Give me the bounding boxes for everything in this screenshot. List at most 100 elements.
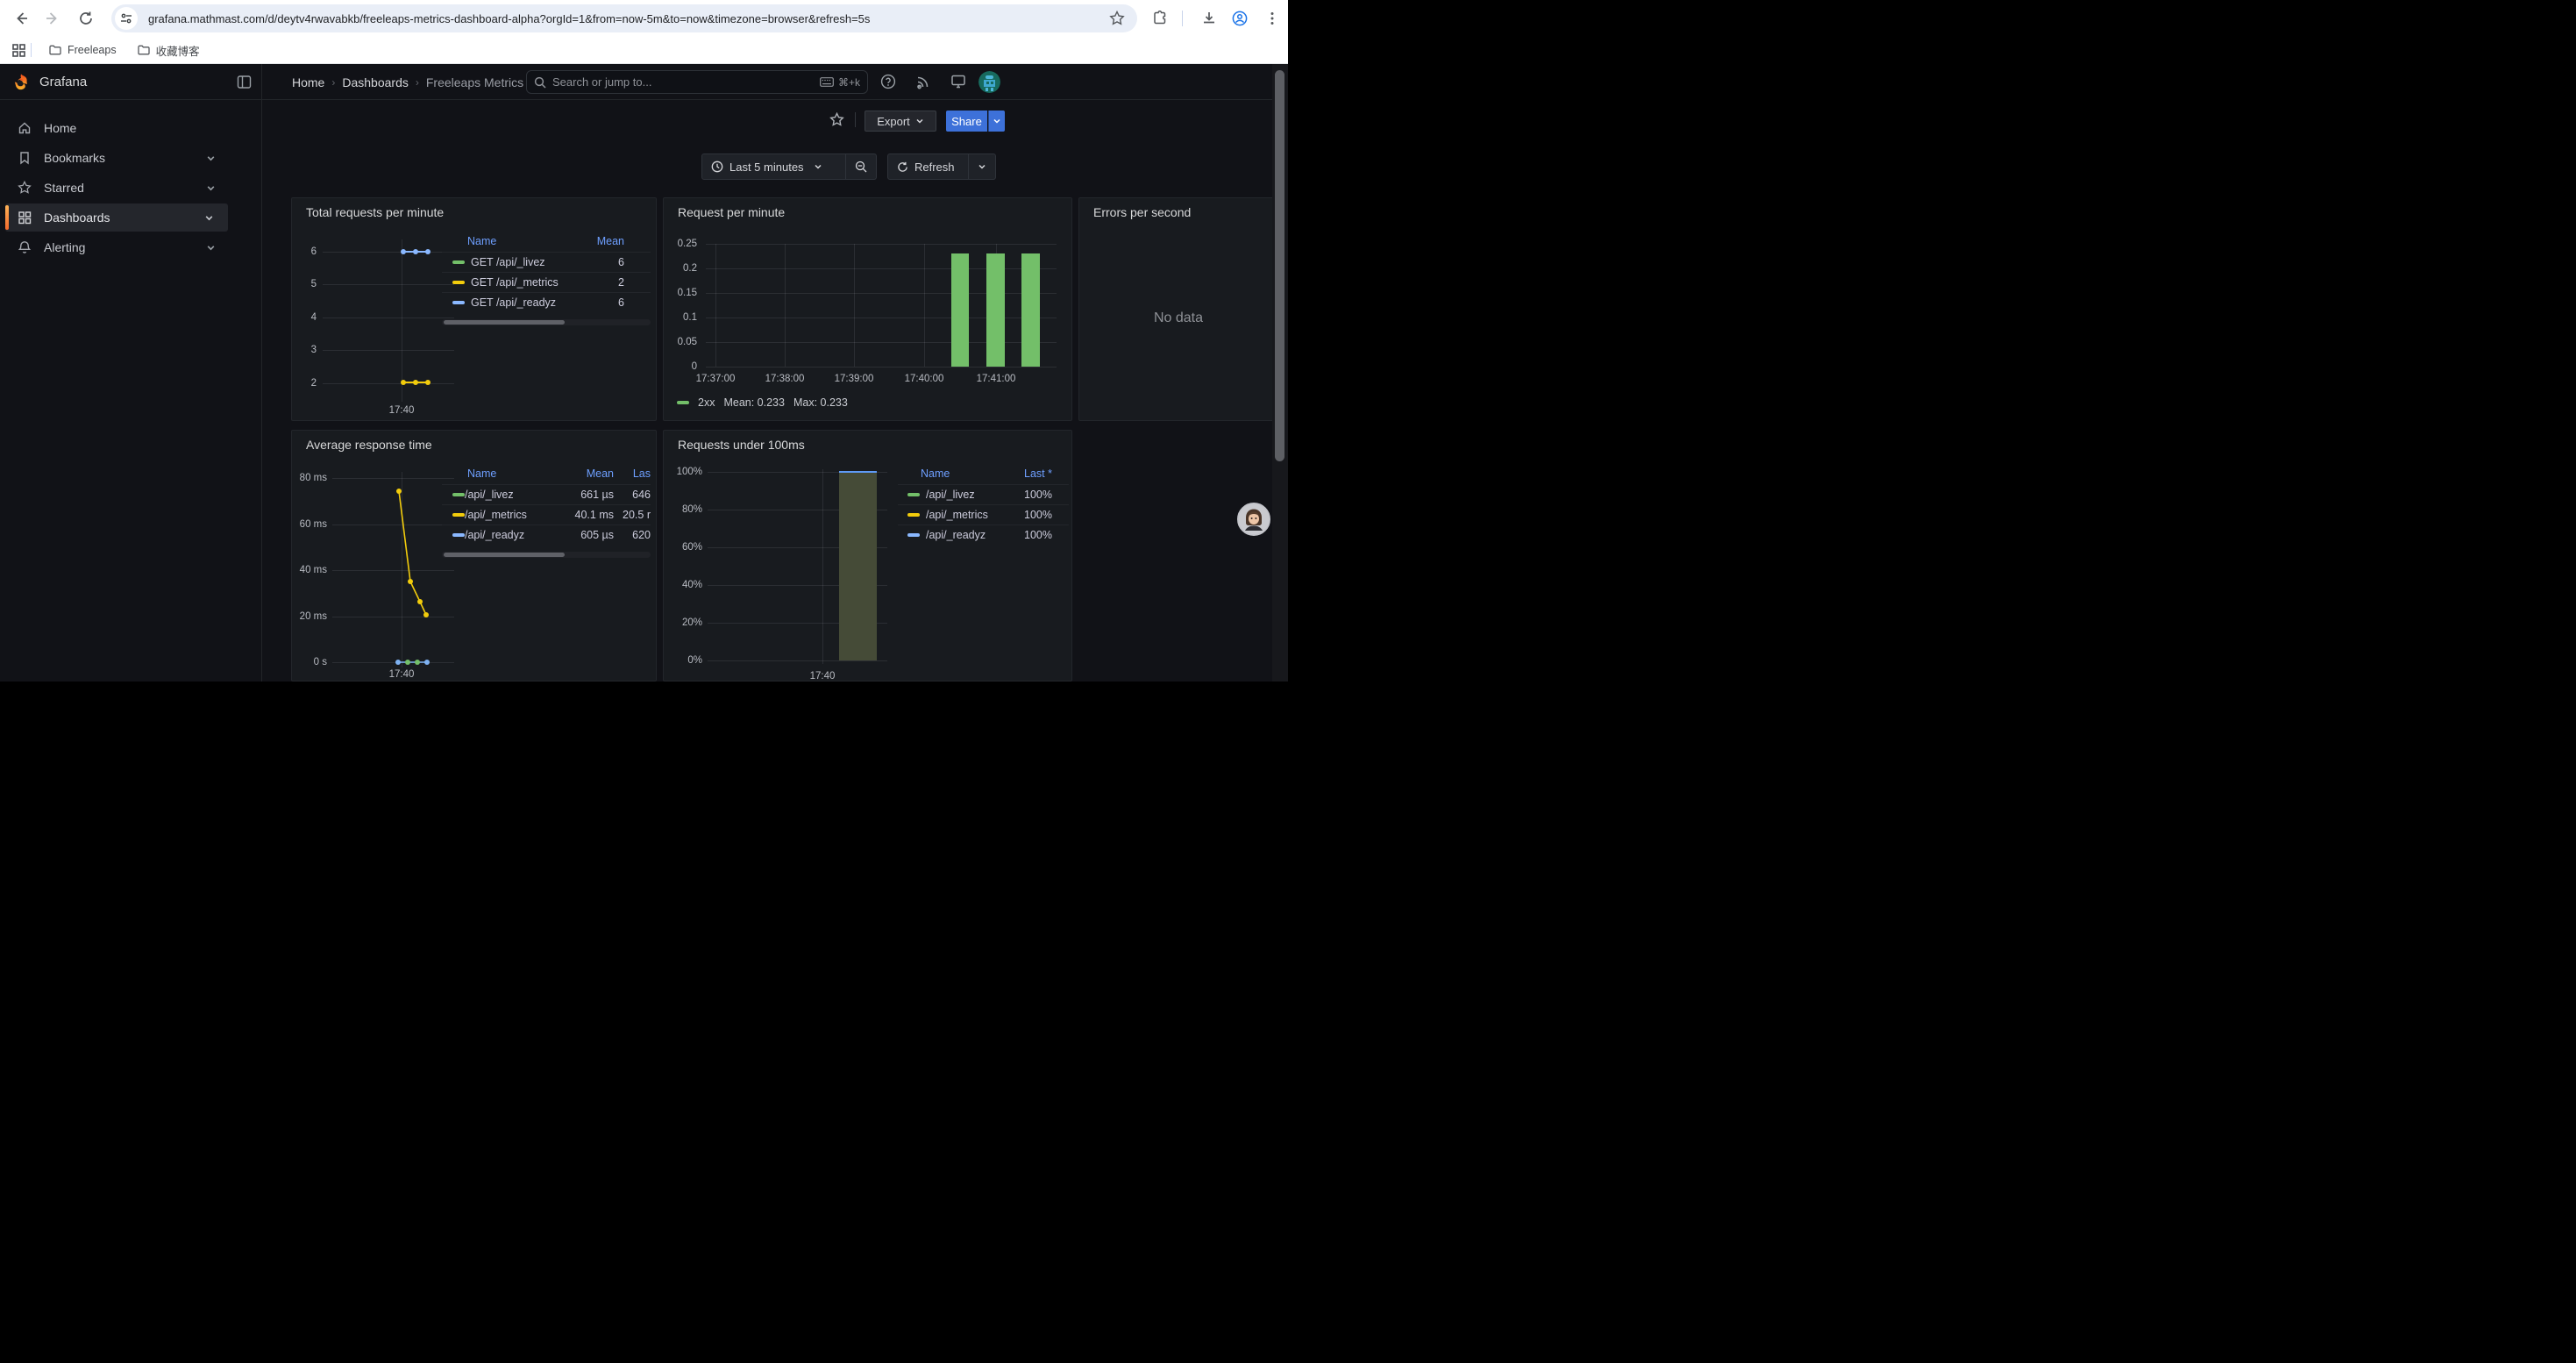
- panel-title[interactable]: Request per minute: [678, 205, 785, 219]
- legend-header-last[interactable]: Las: [614, 467, 651, 480]
- bookmark-star-icon[interactable]: [1109, 11, 1125, 26]
- series-color-pill[interactable]: [907, 533, 920, 537]
- series-mean: 2: [618, 276, 624, 289]
- legend-row[interactable]: /api/_metrics 40.1 ms 20.5 r: [442, 504, 651, 525]
- legend-header-mean[interactable]: Mean: [597, 235, 624, 247]
- series-last: 100%: [1024, 509, 1052, 521]
- legend-header-mean[interactable]: Mean: [558, 467, 614, 480]
- series-name[interactable]: /api/_livez: [926, 489, 1024, 501]
- bar-under-100ms[interactable]: [839, 473, 877, 660]
- apps-grid-icon[interactable]: [12, 44, 25, 57]
- legend-header-name[interactable]: Name: [921, 467, 950, 480]
- gridline-vertical: [822, 469, 823, 664]
- y-tick: 6: [297, 246, 317, 257]
- profile-icon[interactable]: [1232, 11, 1248, 26]
- legend-header-name[interactable]: Name: [467, 467, 558, 480]
- x-tick: 17:41:00: [970, 374, 1022, 384]
- y-tick: 2: [297, 378, 317, 389]
- series-name[interactable]: GET /api/_livez: [471, 256, 618, 268]
- back-icon[interactable]: [12, 10, 30, 27]
- series-color-pill[interactable]: [452, 533, 465, 537]
- sidebar-item-starred[interactable]: Starred: [7, 174, 228, 202]
- series-color-pill[interactable]: [452, 513, 465, 517]
- series-color-pill[interactable]: [452, 281, 465, 284]
- legend-row[interactable]: /api/_livez 100%: [898, 484, 1069, 504]
- legend-scrollbar[interactable]: [442, 319, 651, 325]
- sidebar-item-dashboards[interactable]: Dashboards: [5, 203, 228, 232]
- bar-2xx[interactable]: [1021, 253, 1040, 367]
- y-tick: 0.05: [671, 337, 697, 347]
- legend-header-name[interactable]: Name: [467, 235, 496, 247]
- series-color-pill[interactable]: [452, 260, 465, 264]
- assistant-avatar-button[interactable]: [1237, 503, 1270, 536]
- chevron-down-icon[interactable]: [206, 243, 216, 253]
- legend-row[interactable]: /api/_livez 661 µs 646: [442, 484, 651, 504]
- chevron-down-icon[interactable]: [206, 153, 216, 163]
- x-tick: 17:40:00: [898, 374, 950, 384]
- series-color-pill[interactable]: [452, 301, 465, 304]
- legend-scrollbar[interactable]: [442, 552, 651, 558]
- legend-row[interactable]: /api/_metrics 100%: [898, 504, 1069, 525]
- legend-scrollbar-thumb[interactable]: [444, 553, 565, 557]
- gridline: [323, 383, 454, 384]
- series-name[interactable]: 2xx: [698, 396, 715, 409]
- series-color-pill[interactable]: [677, 401, 689, 404]
- url-text: grafana.mathmast.com/d/deytv4rwavabkb/fr…: [148, 12, 870, 25]
- series-name[interactable]: GET /api/_readyz: [471, 296, 618, 309]
- series-name[interactable]: /api/_livez: [465, 489, 558, 501]
- sidebar-item-alerting[interactable]: Alerting: [7, 233, 228, 261]
- legend-row[interactable]: GET /api/_metrics 2: [442, 272, 651, 292]
- chevron-down-icon[interactable]: [204, 213, 214, 223]
- bar-2xx[interactable]: [951, 253, 969, 367]
- bookmark-folder-blogs[interactable]: 收藏博客: [131, 39, 207, 61]
- download-icon[interactable]: [1201, 11, 1217, 26]
- x-tick: 17:40: [796, 671, 849, 682]
- series-color-pill[interactable]: [907, 493, 920, 496]
- page-scrollbar-thumb[interactable]: [1275, 70, 1284, 461]
- legend-header-last[interactable]: Last *: [1024, 467, 1052, 480]
- gridline-vertical: [854, 244, 855, 367]
- panel-avg-response-time: Average response time 80 ms 60 ms 40 ms …: [291, 430, 657, 682]
- url-bar[interactable]: grafana.mathmast.com/d/deytv4rwavabkb/fr…: [111, 4, 1137, 32]
- sidebar-item-bookmarks[interactable]: Bookmarks: [7, 144, 228, 172]
- series-name[interactable]: GET /api/_metrics: [471, 276, 618, 289]
- series-name[interactable]: /api/_metrics: [926, 509, 1024, 521]
- bar-2xx[interactable]: [986, 253, 1005, 367]
- series-mean: 6: [618, 256, 624, 268]
- toolbar-divider: [1182, 11, 1183, 26]
- forward-icon[interactable]: [44, 10, 61, 27]
- bookmark-folder-freeleaps[interactable]: Freeleaps: [42, 41, 124, 59]
- legend-inline[interactable]: 2xx Mean: 0.233 Max: 0.233: [677, 396, 848, 409]
- panel-title[interactable]: Errors per second: [1093, 205, 1191, 219]
- panel-title[interactable]: Requests under 100ms: [678, 438, 805, 452]
- legend-row[interactable]: GET /api/_livez 6: [442, 252, 651, 272]
- sidebar-item-label: Alerting: [44, 240, 85, 254]
- series-name[interactable]: /api/_metrics: [465, 509, 558, 521]
- reload-icon[interactable]: [77, 10, 95, 27]
- extensions-icon[interactable]: [1152, 11, 1168, 26]
- series-mean: 6: [618, 296, 624, 309]
- bookmark-label: 收藏博客: [156, 42, 200, 59]
- legend-row[interactable]: GET /api/_readyz 6: [442, 292, 651, 312]
- series-color-pill[interactable]: [452, 493, 465, 496]
- gridline: [708, 660, 887, 661]
- panel-title[interactable]: Total requests per minute: [306, 205, 444, 219]
- x-tick: 17:40: [375, 405, 428, 416]
- gridline: [323, 284, 454, 285]
- menu-kebab-icon[interactable]: [1264, 11, 1280, 26]
- star-icon: [18, 181, 32, 195]
- series-color-pill[interactable]: [907, 513, 920, 517]
- legend-row[interactable]: /api/_readyz 605 µs 620: [442, 525, 651, 545]
- series-name[interactable]: /api/_readyz: [926, 529, 1024, 541]
- series-name[interactable]: /api/_readyz: [465, 529, 558, 541]
- legend-row[interactable]: /api/_readyz 100%: [898, 525, 1069, 545]
- page-scrollbar[interactable]: [1272, 64, 1288, 682]
- browser-toolbar: grafana.mathmast.com/d/deytv4rwavabkb/fr…: [0, 0, 1288, 37]
- legend-scrollbar-thumb[interactable]: [444, 320, 565, 325]
- y-tick: 0: [671, 361, 697, 372]
- chevron-down-icon[interactable]: [206, 183, 216, 193]
- site-settings-icon[interactable]: [115, 7, 138, 30]
- data-point: [401, 249, 406, 254]
- sidebar-item-home[interactable]: Home: [7, 114, 228, 142]
- y-tick: 60%: [667, 542, 702, 553]
